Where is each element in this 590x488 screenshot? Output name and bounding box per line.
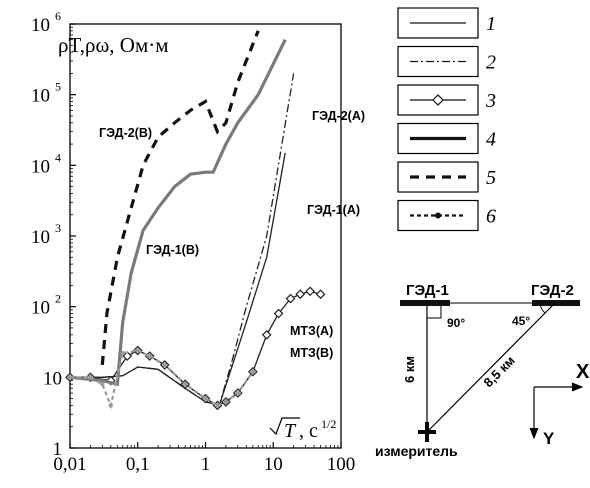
source2-label: ГЭД-2 xyxy=(531,282,574,299)
source1-label: ГЭД-1 xyxy=(406,282,449,299)
series-layer xyxy=(65,30,326,411)
data-point xyxy=(295,289,306,300)
legend-entry: 5 xyxy=(397,161,496,193)
data-point xyxy=(203,396,208,401)
data-point xyxy=(305,286,315,297)
data-point xyxy=(285,293,296,304)
annotation-mtz-a: МТЗ(А) xyxy=(290,324,333,338)
y-tick-label: 10 xyxy=(43,368,62,389)
x-tick-label: 0,1 xyxy=(126,454,150,475)
angle2-label: 45° xyxy=(512,314,530,328)
axis-ticks: 0,01 0,1 1 10 100 1 10 10 2 10 3 10 4 10 5 10 6 xyxy=(31,9,355,475)
legend-marker xyxy=(435,212,441,219)
coordinate-axes: X Y xyxy=(529,361,590,448)
annotation-ged1-b: ГЭД-1(В) xyxy=(146,243,199,257)
legend-entry: 1 xyxy=(397,7,496,39)
data-point xyxy=(67,375,73,380)
y-tick-exponent: 5 xyxy=(55,80,61,94)
x-tick-label: 1 xyxy=(201,454,211,475)
diagonal-path xyxy=(426,302,556,433)
legend-number: 4 xyxy=(486,129,496,151)
legend-number: 3 xyxy=(485,90,496,112)
data-point xyxy=(162,362,167,368)
source1-marker xyxy=(400,300,450,306)
curve-annotations: ГЭД-2(В) ГЭД-1(В) ГЭД-2(А) ГЭД-1(А) МТЗ(… xyxy=(99,109,365,360)
data-point xyxy=(235,390,241,396)
series-1 xyxy=(70,73,295,407)
series-line xyxy=(100,30,260,366)
y-tick-exponent: 6 xyxy=(55,9,61,23)
y-tick-exponent: 2 xyxy=(55,292,61,306)
data-point xyxy=(135,348,140,353)
annotation-ged2-b: ГЭД-2(В) xyxy=(99,126,152,140)
source-receiver-scheme: ГЭД-1 ГЭД-2 90° 45° 6 км 8,5 км измерите… xyxy=(375,282,590,459)
vertical-distance-label: 6 км xyxy=(402,356,417,383)
data-point xyxy=(100,381,105,387)
annotation-mtz-b: МТЗ(В) xyxy=(290,346,333,360)
data-point xyxy=(147,353,152,359)
data-point xyxy=(315,289,326,300)
data-point xyxy=(108,403,113,408)
x-tick-label: 10 xyxy=(264,454,283,475)
y-tick-exponent: 4 xyxy=(55,150,61,164)
data-point xyxy=(261,329,272,340)
annotation-ged2-a: ГЭД-2(А) xyxy=(312,109,365,123)
x-tick-label: 0,01 xyxy=(53,454,86,475)
legend-entry: 4 xyxy=(397,122,496,155)
source2-marker xyxy=(532,300,580,306)
receiver-label: измеритель xyxy=(375,443,458,459)
legend-number: 1 xyxy=(486,13,496,35)
x-axis-label-var: T xyxy=(284,420,297,442)
series-3 xyxy=(69,38,287,387)
x-axis-label-exp: 1/2 xyxy=(321,417,336,431)
y-tick-label: 10 xyxy=(31,86,50,107)
diagonal-distance-label: 8,5 км xyxy=(481,353,518,390)
axis-x-label: X xyxy=(576,361,590,383)
data-point xyxy=(122,351,133,361)
series-4 xyxy=(100,30,260,366)
y-axis-label: ρT,ρω, Ом·м xyxy=(58,33,169,57)
legend-number: 2 xyxy=(486,52,496,74)
angle45-arc xyxy=(539,302,546,314)
y-tick-exponent: 3 xyxy=(55,221,61,235)
data-point xyxy=(88,375,93,380)
y-tick-label: 10 xyxy=(31,156,50,177)
legend-number: 6 xyxy=(486,206,496,228)
legend: 1 2 3 4 5 6 xyxy=(397,7,496,232)
series-line xyxy=(70,73,295,407)
data-point xyxy=(273,308,284,319)
y-tick-label: 10 xyxy=(31,298,50,319)
data-point xyxy=(250,369,256,374)
data-point xyxy=(120,350,125,356)
series-line xyxy=(69,38,287,387)
y-tick-label: 10 xyxy=(31,227,50,248)
x-axis-label: T , с 1/2 xyxy=(269,417,336,442)
legend-entry: 6 xyxy=(397,199,496,232)
data-point xyxy=(215,403,220,408)
axis-y-label: Y xyxy=(543,429,555,448)
legend-entry: 2 xyxy=(397,45,496,78)
angle1-label: 90° xyxy=(447,316,465,330)
right-angle-mark xyxy=(427,303,442,319)
y-tick-label: 10 xyxy=(31,15,50,36)
legend-number: 5 xyxy=(486,167,496,189)
x-axis-label-unit: , с xyxy=(299,420,318,442)
x-tick-label: 100 xyxy=(327,454,356,475)
receiver-marker xyxy=(418,422,436,442)
legend-marker xyxy=(432,94,444,106)
annotation-ged1-a: ГЭД-1(А) xyxy=(307,203,360,217)
data-point xyxy=(223,399,229,405)
chart: 0,01 0,1 1 10 100 1 10 10 2 10 3 10 4 10 5 10 6 ρT,ρω, О… xyxy=(31,9,365,475)
legend-entry: 3 xyxy=(397,84,496,116)
series-5 xyxy=(67,348,256,410)
y-tick-label: 1 xyxy=(53,439,63,460)
data-point xyxy=(182,381,188,387)
